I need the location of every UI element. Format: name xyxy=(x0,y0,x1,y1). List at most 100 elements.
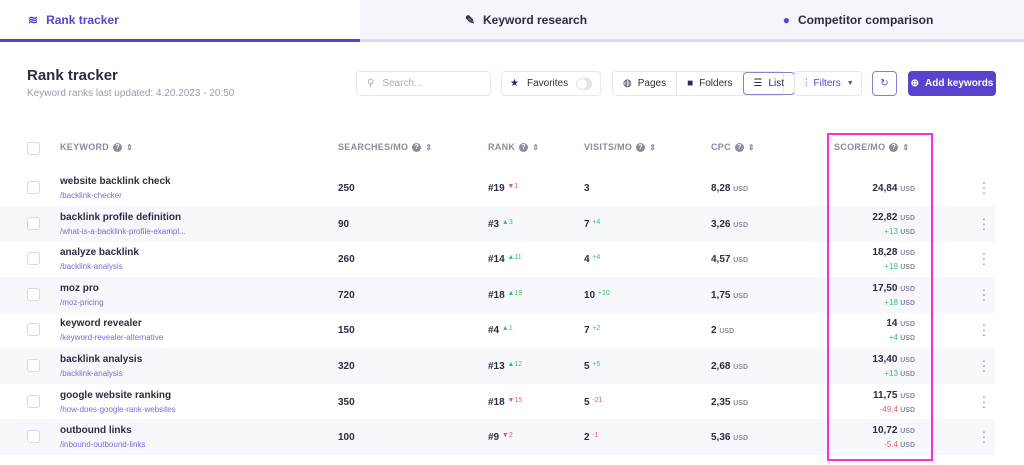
col-score[interactable]: SCORE/MO? ⇕ xyxy=(834,142,909,152)
help-icon[interactable]: ? xyxy=(889,142,899,152)
cpc: 1,75 USD xyxy=(711,290,748,301)
tab-rank-tracker[interactable]: ≋ Rank tracker xyxy=(0,0,360,42)
table-row[interactable]: moz pro /moz-pricing 720 #18 ▲19 10 +10 … xyxy=(0,276,995,313)
folders-view-button[interactable]: ■ Folders xyxy=(677,72,744,95)
rank-value: #13 xyxy=(488,361,505,372)
row-checkbox[interactable] xyxy=(27,359,40,372)
visits-change: +5 xyxy=(592,361,601,368)
visits-change: -21 xyxy=(592,396,603,404)
visits-value: 7 xyxy=(584,218,590,230)
filters-button[interactable]: ⫶ Filters ▼ xyxy=(794,71,862,96)
caret-down-icon: ▼ xyxy=(846,80,854,87)
telescope-icon: ✎ xyxy=(464,12,475,27)
score-change: +4 USD xyxy=(889,333,915,342)
row-checkbox[interactable] xyxy=(27,252,40,266)
cpc-value: 8,28 xyxy=(711,183,731,194)
favorites-filter[interactable]: ★ Favorites xyxy=(501,71,601,96)
refresh-button[interactable]: ↻ xyxy=(872,71,897,96)
more-options-icon[interactable]: · · · xyxy=(981,423,987,450)
sort-icon[interactable]: ⇕ xyxy=(532,142,540,152)
tab-keyword-research[interactable]: ✎ Keyword research xyxy=(360,0,692,42)
sort-icon[interactable]: ⇕ xyxy=(425,142,433,152)
help-icon[interactable]: ? xyxy=(636,142,646,152)
currency: USD xyxy=(733,364,749,371)
keyword-url[interactable]: /backlink-checker xyxy=(60,191,122,200)
col-visits[interactable]: VISITS/MO? ⇕ xyxy=(584,142,656,152)
help-icon[interactable]: ? xyxy=(519,142,529,152)
cpc: 3,26 USD xyxy=(711,219,748,230)
favorites-toggle[interactable] xyxy=(576,77,592,90)
visits-value: 3 xyxy=(584,183,590,194)
keyword: analyze backlink xyxy=(60,247,139,259)
col-rank[interactable]: RANK? ⇕ xyxy=(488,142,539,152)
visits: 10 +10 xyxy=(584,290,610,301)
score-change-value: +13 xyxy=(884,226,898,236)
keyword: google website ranking xyxy=(60,389,172,401)
list-view-button[interactable]: ☰ List xyxy=(742,72,796,95)
currency: USD xyxy=(900,357,915,364)
score: 11,75 USD xyxy=(873,390,915,401)
table-row[interactable]: backlink analysis /backlink-analysis 320… xyxy=(0,348,995,384)
more-options-icon[interactable]: · · · xyxy=(981,174,987,200)
table-row[interactable]: website backlink check /backlink-checker… xyxy=(0,170,995,206)
help-icon[interactable]: ? xyxy=(113,142,123,152)
row-checkbox[interactable] xyxy=(27,287,40,301)
keyword-url[interactable]: /how-does-google-rank-websites xyxy=(60,404,176,414)
col-cpc[interactable]: CPC? ⇕ xyxy=(711,142,755,152)
more-options-icon[interactable]: · · · xyxy=(981,209,987,236)
keyword-url[interactable]: /what-is-a-backlink-profile-exampl... xyxy=(60,226,186,236)
table-row[interactable]: analyze backlink /backlink-analysis 260 … xyxy=(0,241,995,277)
keyword-url[interactable]: /backlink-analysis xyxy=(60,369,123,378)
row-checkbox[interactable] xyxy=(27,430,40,444)
score: 13,40 USD xyxy=(872,354,915,365)
page-title: Rank tracker xyxy=(27,67,118,84)
search-input[interactable]: ⚲ Search... xyxy=(356,71,491,96)
help-icon[interactable]: ? xyxy=(734,142,744,152)
table-row[interactable]: keyword revealer /keyword-revealer-alter… xyxy=(0,312,995,348)
table-row[interactable]: google website ranking /how-does-google-… xyxy=(0,384,995,420)
keyword-url[interactable]: /backlink-analysis xyxy=(60,262,123,272)
col-keyword[interactable]: KEYWORD? ⇕ xyxy=(60,142,133,152)
table-row[interactable]: backlink profile definition /what-is-a-b… xyxy=(0,205,995,242)
pages-view-button[interactable]: ◍ Pages xyxy=(613,72,678,95)
table-row[interactable]: outbound links /inbound-outbound-links 1… xyxy=(0,419,995,456)
more-options-icon[interactable]: · · · xyxy=(981,316,987,343)
col-searches[interactable]: SEARCHES/MO? ⇕ xyxy=(338,142,432,152)
more-options-icon[interactable]: · · · xyxy=(981,352,987,378)
help-icon[interactable]: ? xyxy=(412,142,422,152)
sort-icon[interactable]: ⇕ xyxy=(649,142,657,152)
searches: 720 xyxy=(338,289,355,301)
row-checkbox[interactable] xyxy=(27,394,40,408)
score-change-value: -5.4 xyxy=(884,440,898,450)
sort-icon[interactable]: ⇕ xyxy=(126,142,134,152)
keyword-url[interactable]: /moz-pricing xyxy=(60,297,104,307)
more-options-icon[interactable]: · · · xyxy=(981,245,987,272)
row-checkbox[interactable] xyxy=(27,323,40,337)
score: 10,72 USD xyxy=(872,425,915,436)
currency: USD xyxy=(733,257,749,265)
more-options-icon[interactable]: · · · xyxy=(981,387,987,414)
currency: USD xyxy=(900,371,915,378)
currency: USD xyxy=(733,435,749,443)
keyword: keyword revealer xyxy=(60,318,142,330)
score-column-highlight xyxy=(827,133,933,461)
sort-icon[interactable]: ⇕ xyxy=(902,142,910,152)
select-all-checkbox[interactable] xyxy=(27,142,40,155)
tab-competitor-comparison[interactable]: ● Competitor comparison xyxy=(692,0,1024,42)
keyword-url[interactable]: /inbound-outbound-links xyxy=(60,440,146,450)
keyword-url[interactable]: /keyword-revealer-alternative xyxy=(60,333,164,343)
cpc-value: 2,68 xyxy=(711,361,731,372)
keyword: backlink profile definition xyxy=(60,211,182,223)
more-options-icon[interactable]: · · · xyxy=(981,280,987,307)
rank-value: #18 xyxy=(488,396,505,408)
row-checkbox[interactable] xyxy=(27,216,40,230)
rank: #4 ▲1 xyxy=(488,325,513,336)
add-keywords-button[interactable]: ⊕ Add keywords xyxy=(908,71,996,96)
sort-icon[interactable]: ⇕ xyxy=(747,142,755,152)
row-checkbox[interactable] xyxy=(27,181,40,194)
layers-icon: ≋ xyxy=(28,12,39,27)
score-change: +13 USD xyxy=(884,369,915,378)
filters-label: Filters xyxy=(813,78,841,89)
arrow-down-icon: ▼ xyxy=(501,432,509,440)
score-value: 10,72 xyxy=(872,425,898,437)
